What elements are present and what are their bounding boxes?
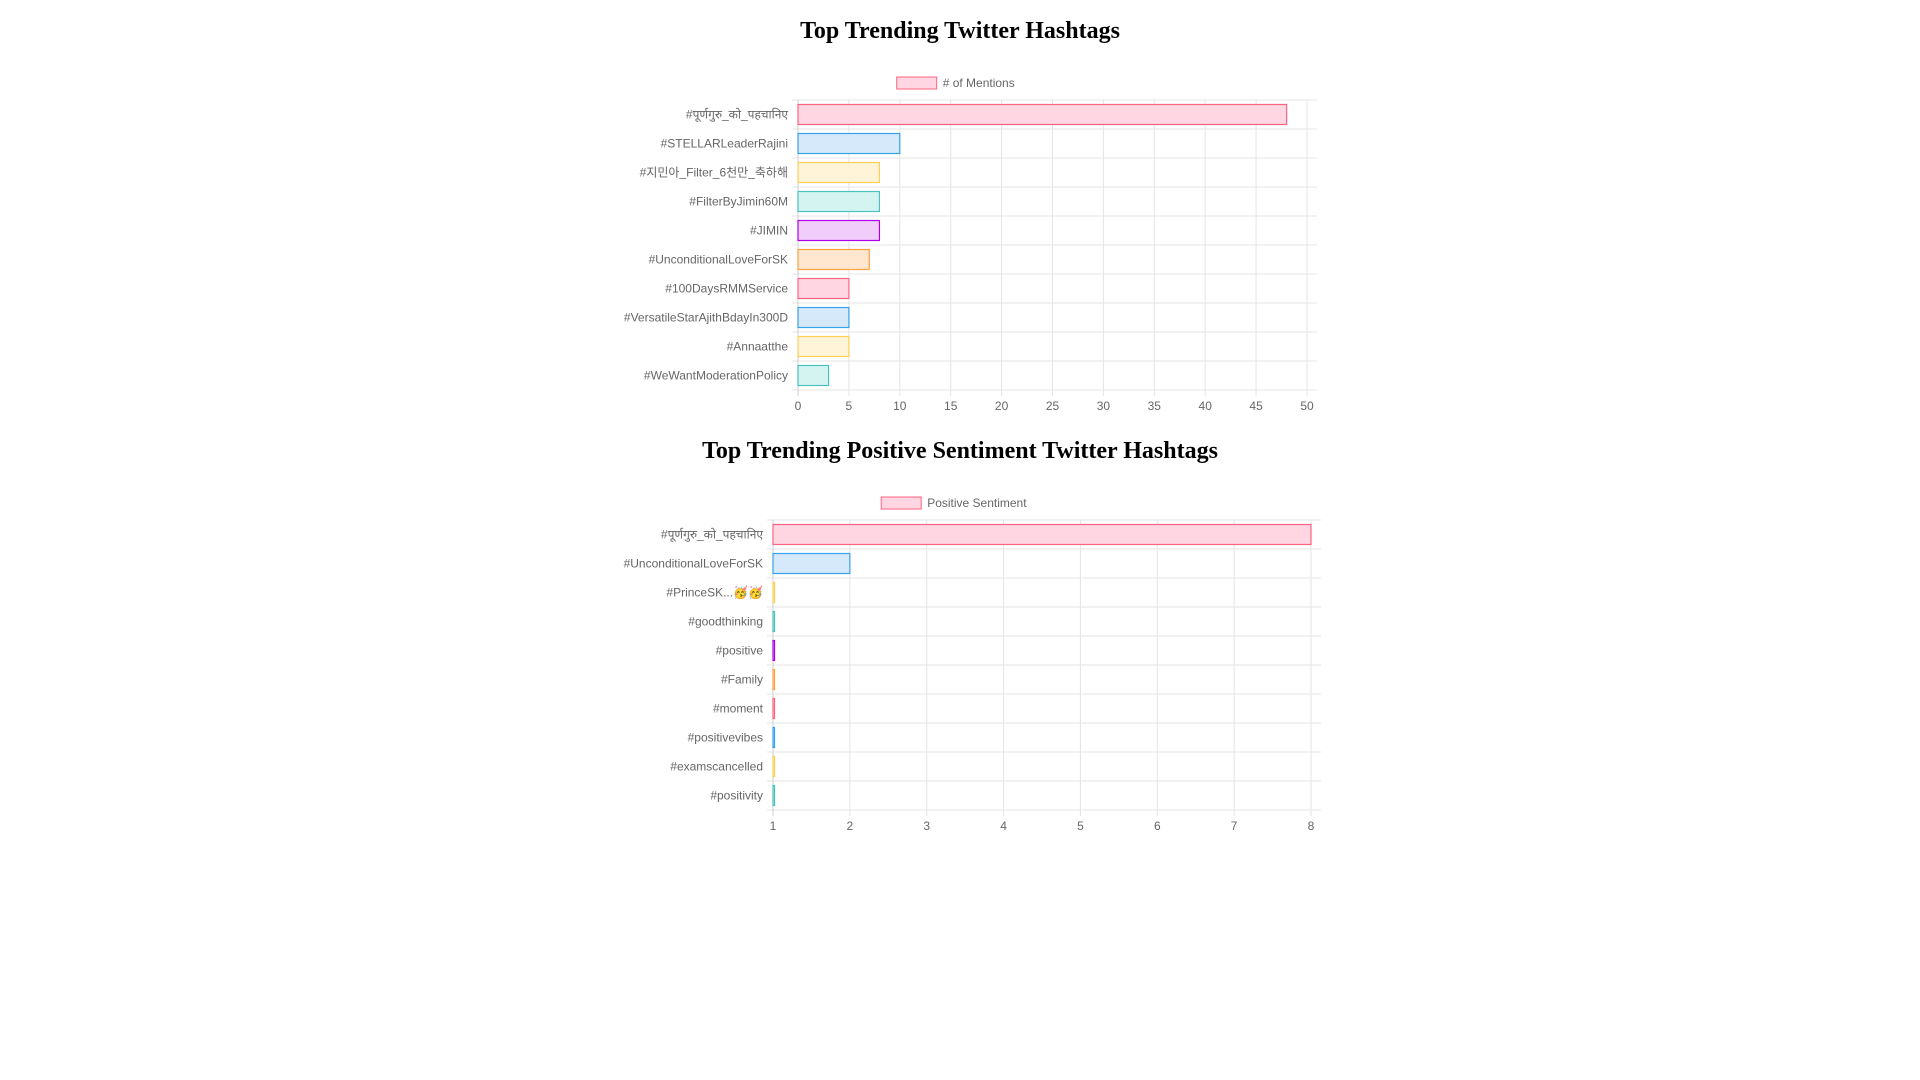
bar-mentions-3[interactable] <box>797 161 881 184</box>
bar-positive-4[interactable] <box>772 610 776 633</box>
bar-mentions-7[interactable] <box>797 277 850 300</box>
x-tick-label: 15 <box>944 399 958 413</box>
category-label: #पूर्णगुरु_को_पहचानिए <box>686 108 788 123</box>
category-label: #Annaatthe <box>727 340 789 354</box>
x-tick-label: 2 <box>847 819 854 833</box>
category-label: #지민아_Filter_6천만_축하해 <box>640 165 788 180</box>
category-label: #STELLARLeaderRajini <box>661 137 788 151</box>
category-label: #goodthinking <box>688 615 763 629</box>
x-tick-label: 1 <box>770 819 777 833</box>
bar-positive-5[interactable] <box>772 639 776 662</box>
bar-mentions-1[interactable] <box>797 103 1288 126</box>
bar-positive-9[interactable] <box>772 755 776 778</box>
category-label: #पूर्णगुरु_को_पहचानिए <box>661 528 763 543</box>
category-label: #FilterByJimin60M <box>689 195 788 209</box>
bar-positive-3[interactable] <box>772 581 776 604</box>
bar-mentions-5[interactable] <box>797 219 881 242</box>
bar-mentions-4[interactable] <box>797 190 881 213</box>
category-label: #JIMIN <box>750 224 788 238</box>
bar-mentions-8[interactable] <box>797 306 850 329</box>
legend-label[interactable]: Positive Sentiment <box>927 496 1027 510</box>
category-label: #moment <box>713 702 764 716</box>
bar-positive-7[interactable] <box>772 697 776 720</box>
x-tick-label: 25 <box>1046 399 1060 413</box>
category-label: #WeWantModerationPolicy <box>644 369 788 383</box>
x-tick-label: 45 <box>1249 399 1263 413</box>
category-label: #examscancelled <box>670 760 763 774</box>
bar-mentions-6[interactable] <box>797 248 870 271</box>
x-tick-label: 50 <box>1300 399 1314 413</box>
category-label: #UnconditionalLoveForSK <box>624 557 763 571</box>
category-label: #100DaysRMMService <box>665 282 788 296</box>
x-tick-label: 40 <box>1199 399 1213 413</box>
x-tick-label: 35 <box>1148 399 1162 413</box>
x-tick-label: 6 <box>1154 819 1161 833</box>
category-label: #UnconditionalLoveForSK <box>649 253 788 267</box>
category-label: #Family <box>721 673 763 687</box>
x-tick-label: 5 <box>1077 819 1084 833</box>
x-tick-label: 0 <box>795 399 802 413</box>
x-tick-label: 3 <box>923 819 930 833</box>
bar-mentions-10[interactable] <box>797 364 830 387</box>
x-tick-label: 20 <box>995 399 1009 413</box>
chart-title-positive-sentiment: Top Trending Positive Sentiment Twitter … <box>702 438 1218 464</box>
x-tick-label: 10 <box>893 399 907 413</box>
chart-mentions: # of Mentions 0 5 10 15 20 25 30 35 40 45 50 #पूर्णग… <box>624 76 1317 413</box>
bar-positive-10[interactable] <box>772 784 776 807</box>
bar-positive-2[interactable] <box>772 552 851 575</box>
legend-swatch[interactable] <box>880 496 922 510</box>
bar-positive-1[interactable] <box>772 523 1312 546</box>
chart-title-mentions: Top Trending Twitter Hashtags <box>800 18 1120 44</box>
legend-swatch[interactable] <box>896 76 938 90</box>
bar-mentions-9[interactable] <box>797 335 850 358</box>
bar-mentions-2[interactable] <box>797 132 901 155</box>
legend-label[interactable]: # of Mentions <box>943 76 1015 90</box>
bar-positive-6[interactable] <box>772 668 776 691</box>
x-tick-label: 5 <box>846 399 853 413</box>
x-tick-label: 4 <box>1000 819 1007 833</box>
category-label: #positivity <box>710 789 763 803</box>
chart-positive-sentiment: Positive Sentiment 1 2 3 4 5 6 7 8 #पूर्णगुरु_को_… <box>624 496 1321 833</box>
category-label: #positivevibes <box>688 731 763 745</box>
x-tick-label: 8 <box>1308 819 1315 833</box>
x-tick-label: 30 <box>1097 399 1111 413</box>
x-tick-label: 7 <box>1231 819 1238 833</box>
bar-positive-8[interactable] <box>772 726 776 749</box>
category-label: #PrinceSK...🥳🥳 <box>666 585 763 600</box>
category-label: #VersatileStarAjithBdayIn300D <box>624 311 788 325</box>
category-label: #positive <box>716 644 764 658</box>
